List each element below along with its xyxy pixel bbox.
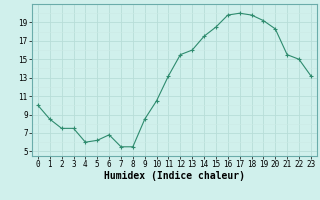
X-axis label: Humidex (Indice chaleur): Humidex (Indice chaleur) <box>104 171 245 181</box>
